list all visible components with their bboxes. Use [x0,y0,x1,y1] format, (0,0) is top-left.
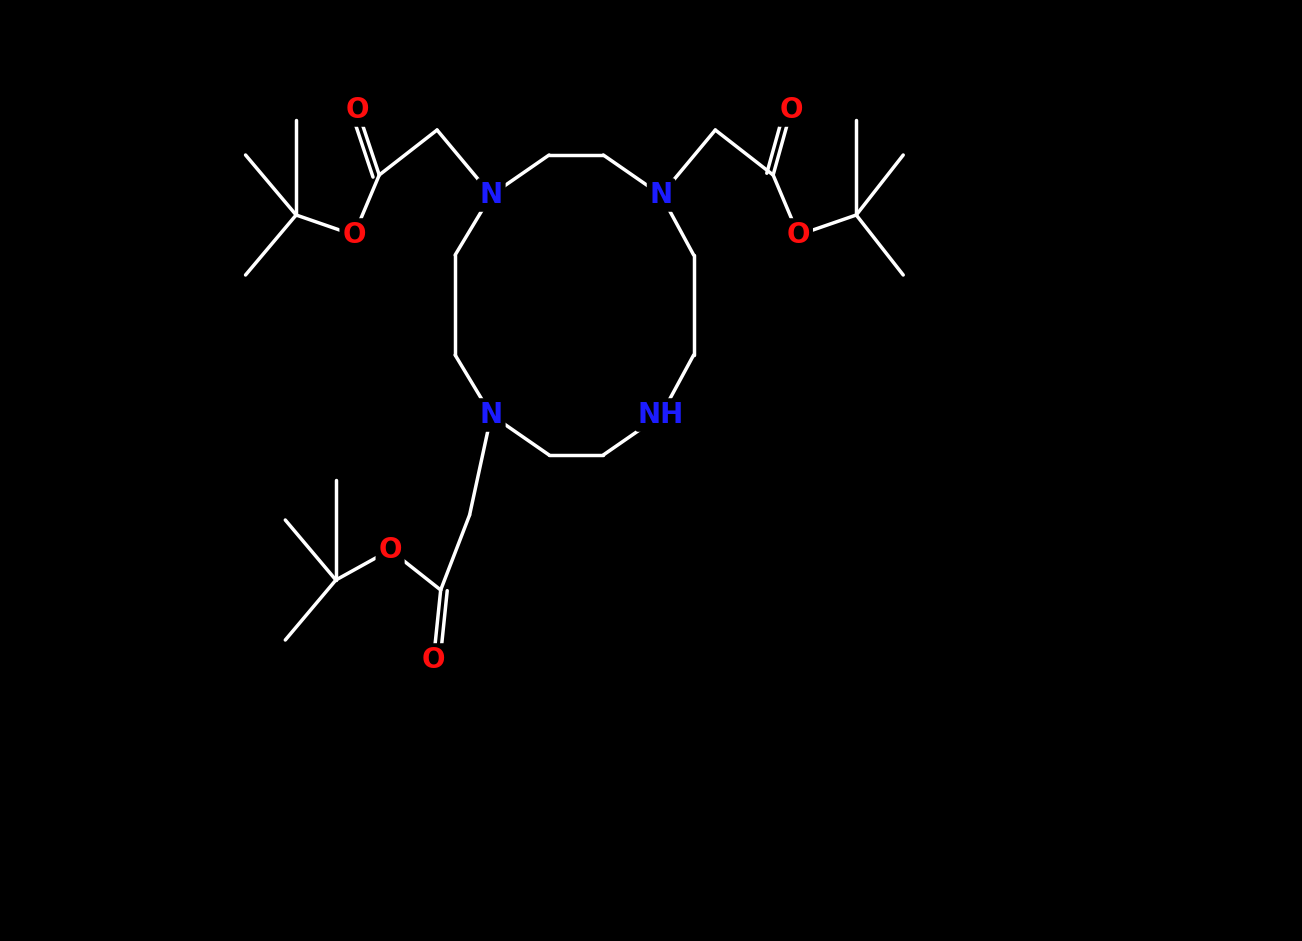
Text: O: O [422,646,445,674]
Text: N: N [650,181,673,209]
Text: O: O [379,536,402,564]
Text: N: N [479,401,503,429]
Text: O: O [780,96,803,124]
Text: N: N [479,181,503,209]
Text: NH: NH [638,401,685,429]
Text: O: O [346,96,370,124]
Text: O: O [786,221,810,249]
Text: O: O [342,221,366,249]
